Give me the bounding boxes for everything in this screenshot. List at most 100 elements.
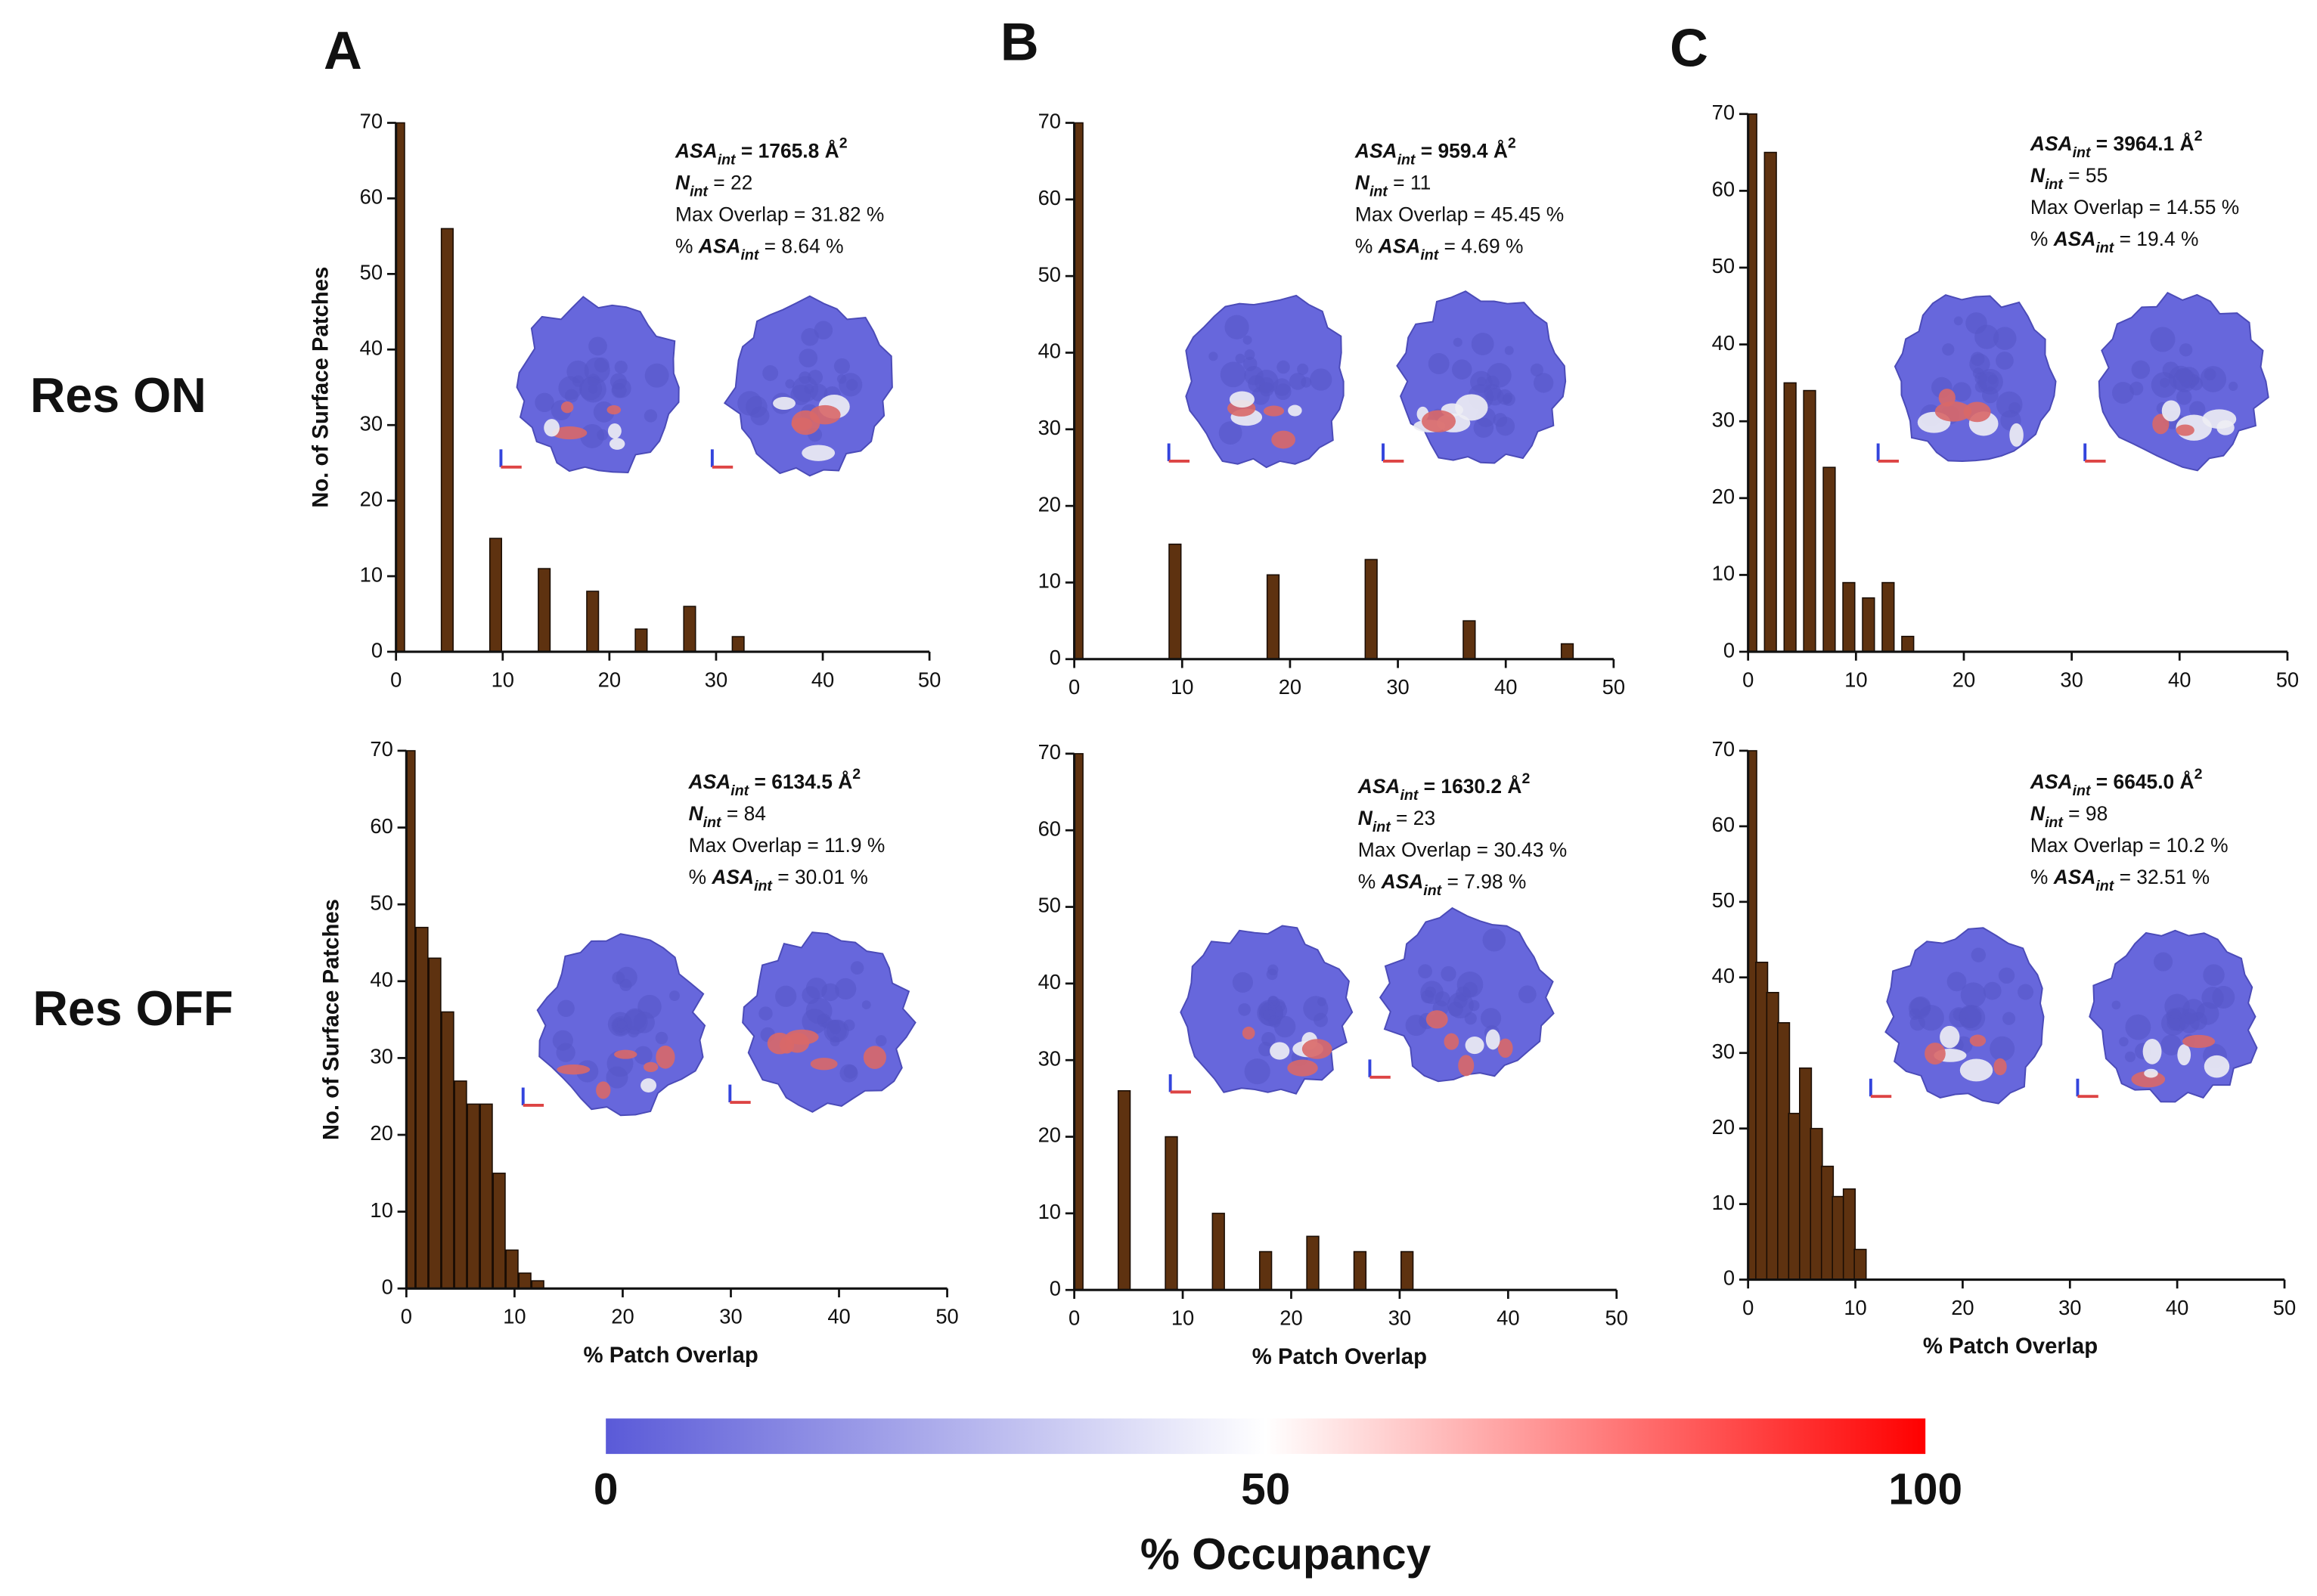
surface-patch	[560, 401, 574, 414]
annotation: Max Overlap = 45.45 %	[1355, 203, 1564, 226]
protein-image	[710, 295, 893, 477]
bar	[1832, 1195, 1845, 1281]
x-tick-label: 0	[1742, 1296, 1754, 1319]
surface-texture	[1998, 967, 2015, 984]
y-tick-label: 0	[1723, 1266, 1735, 1290]
panel-label: A	[324, 20, 362, 80]
y-tick-label: 70	[1038, 740, 1061, 764]
y-tick-label: 20	[1712, 485, 1735, 508]
surface-texture	[2129, 381, 2144, 395]
bar	[489, 538, 503, 652]
surface-texture	[1220, 361, 1246, 388]
surface-texture	[775, 985, 797, 1007]
bar	[1364, 559, 1378, 660]
surface-texture	[805, 997, 833, 1024]
annotation-part: = 11	[1388, 172, 1431, 194]
bar	[634, 628, 648, 652]
surface-texture	[1261, 1032, 1276, 1046]
annotation-part: ASA	[1381, 870, 1424, 893]
surface-patch	[1465, 1036, 1484, 1055]
bar	[1822, 466, 1836, 652]
surface-texture	[2229, 381, 2238, 392]
bar	[1881, 581, 1895, 652]
surface-texture	[1242, 335, 1252, 345]
protein-image	[499, 296, 680, 474]
surface-patch	[1422, 410, 1456, 432]
surface-patch	[1270, 1042, 1290, 1060]
surface-texture	[875, 1035, 887, 1046]
surface-texture	[1482, 928, 1506, 952]
bar	[454, 1080, 467, 1290]
surface-texture	[1218, 421, 1242, 445]
surface-texture	[808, 370, 824, 385]
annotation-part: int	[1420, 247, 1439, 264]
surface-texture	[836, 373, 847, 384]
protein-image	[1168, 925, 1354, 1095]
y-tick-label: 30	[370, 1045, 392, 1068]
annotation-part: int	[740, 247, 759, 264]
y-tick-label: 70	[370, 737, 392, 761]
annotation-part: = 959.4	[1415, 140, 1493, 163]
bar	[1803, 389, 1816, 652]
surface-texture	[1477, 377, 1487, 386]
surface-texture	[2124, 1051, 2136, 1062]
surface-texture	[2111, 1000, 2121, 1010]
surface-texture	[588, 336, 607, 356]
y-tick-label: 30	[1038, 416, 1061, 439]
surface-texture	[644, 409, 658, 423]
bar	[518, 1272, 532, 1290]
surface-texture	[2179, 343, 2193, 357]
surface-texture	[634, 1046, 653, 1065]
surface-texture	[1447, 1001, 1463, 1017]
annotation-part: = 6134.5	[749, 770, 838, 793]
x-tick-label: 50	[1602, 675, 1625, 699]
bar	[1810, 1127, 1823, 1281]
surface-patch	[1242, 1026, 1255, 1040]
annotation: ASAint = 1630.2 Å2	[1357, 770, 1531, 804]
surface-texture	[1273, 378, 1291, 396]
surface-patch	[557, 1064, 591, 1075]
annotation-part: = 1630.2	[1418, 775, 1507, 798]
surface-texture	[655, 1031, 668, 1045]
bar	[1168, 544, 1182, 660]
bar	[492, 1173, 506, 1290]
surface-texture	[1533, 373, 1554, 393]
y-tick-label: 70	[1038, 110, 1061, 133]
surface-patch	[1425, 1010, 1448, 1029]
bar	[1747, 113, 1757, 652]
bar	[731, 636, 745, 652]
annotation-part: N	[2030, 164, 2046, 187]
annotation-part: ASA	[1378, 235, 1421, 258]
surface-texture	[1297, 363, 1309, 376]
y-tick-label: 0	[1723, 638, 1735, 662]
x-tick-label: 20	[598, 668, 621, 691]
surface-texture	[750, 406, 770, 426]
y-tick-label: 30	[1712, 1040, 1735, 1063]
surface-patch	[641, 1078, 657, 1092]
surface-texture	[1244, 1058, 1270, 1085]
colorbar-tick-label: 0	[594, 1464, 619, 1514]
surface-texture	[1518, 985, 1537, 1004]
annotation-part: int	[730, 783, 749, 799]
annotation-part: = 30.01 %	[772, 866, 868, 888]
annotation-part: int	[690, 184, 709, 200]
surface-texture	[861, 1000, 871, 1009]
y-tick-label: 30	[1038, 1046, 1061, 1070]
bar	[683, 606, 696, 652]
surface-texture	[1946, 972, 1967, 992]
annotation-part: int	[718, 152, 737, 169]
surface-texture	[1953, 316, 1963, 326]
surface-texture	[833, 358, 850, 374]
x-tick-label: 40	[1494, 675, 1517, 699]
y-axis-label: No. of Surface Patches	[309, 267, 333, 508]
annotation: ASAint = 959.4 Å2	[1354, 135, 1516, 169]
protein-image	[2083, 291, 2269, 472]
surface-texture	[1970, 352, 1985, 367]
y-tick-label: 40	[370, 968, 392, 991]
bar	[1400, 1250, 1414, 1291]
annotation-part: int	[2095, 878, 2114, 894]
bar	[479, 1103, 493, 1290]
x-tick-label: 40	[827, 1305, 850, 1328]
surface-patch	[2161, 400, 2181, 422]
